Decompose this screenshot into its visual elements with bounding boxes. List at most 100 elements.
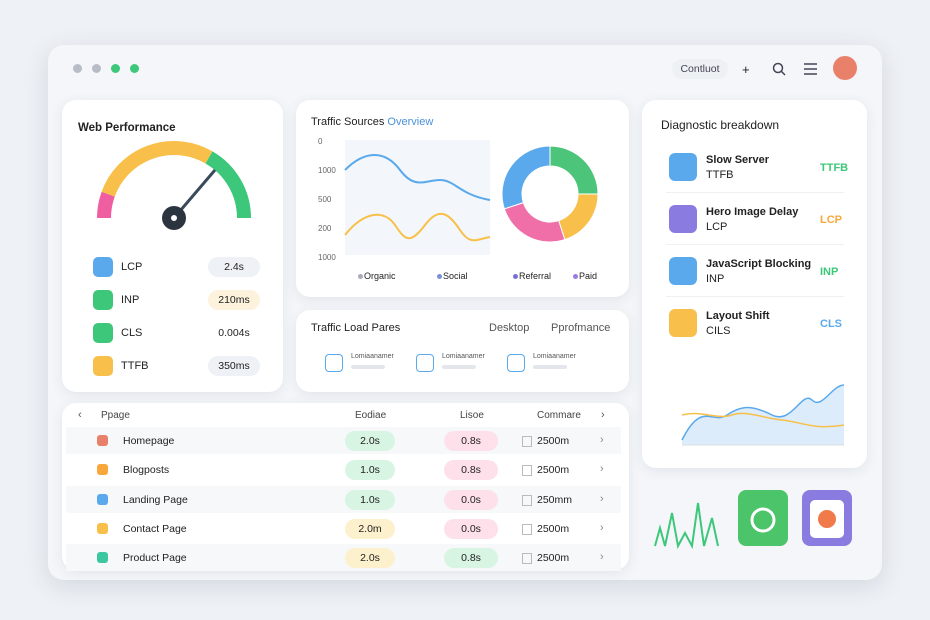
divider [666,296,844,297]
tab[interactable]: Desktop [489,322,530,334]
pill: 0.8s [444,548,498,569]
card-title: Traffic Sources [311,116,385,128]
chevron: › [601,409,605,421]
load-icon [507,354,525,372]
legend-dot [358,274,363,279]
diag-title: Slow Server [706,154,769,166]
load-bar [442,365,476,369]
pill: 0.8s [444,431,498,451]
diag-metric: INP [706,273,725,285]
diag-tag: INP [820,266,839,278]
row-bg [66,544,621,572]
page-name: Blogposts [123,464,170,477]
page-name: Homepage [123,435,175,447]
chevron: › [600,434,604,446]
row-bg [66,514,621,542]
cell: 2500m [537,464,570,477]
metric-icon [93,290,113,310]
diag-title: Hero Image Delay [706,206,799,218]
page-icon [97,522,108,534]
divider [666,244,844,245]
nav-button[interactable]: Contluot [672,59,728,79]
diag-tag: CLS [820,318,842,330]
load-label: Lomiaanamer [351,353,394,360]
cell: 250mm [537,493,573,506]
add-icon[interactable]: + [742,62,750,77]
donut-slice [503,202,566,243]
load-label: Lomiaanamer [442,353,485,360]
pill: 1.0s [345,489,395,510]
row-bg [66,427,621,454]
metric-name: TTFB [121,360,149,372]
metric-value: 0.004s [208,323,260,343]
chevron: › [600,551,604,564]
legend-dot [437,274,442,279]
load-bar [533,365,567,369]
cell: 2500m [537,552,570,565]
window-dot [73,64,82,73]
pill: 0.0s [444,489,498,510]
diag-tag: TTFB [820,162,849,174]
metric-value: 210ms [208,290,260,310]
diag-icon [669,257,697,285]
diag-title: Layout Shift [706,310,770,322]
load-icon [416,354,434,372]
page-icon [97,435,108,446]
page-name: Contact Page [123,522,187,535]
card-title: Web Performance [78,122,176,134]
y-label: 1000 [318,253,336,262]
diag-icon [669,153,697,181]
y-label: 0 [318,137,323,146]
page-name: Landing Page [123,493,188,506]
legend-dot [573,274,578,279]
diag-icon [669,309,697,337]
chevron: › [600,463,604,476]
y-label: 1000 [318,166,336,175]
page-icon [97,493,108,505]
metric-name: INP [121,294,140,306]
card-title: Diagnostic breakdown [661,118,780,132]
row-bg [66,456,621,484]
pill: 2.0m [345,518,395,539]
table-header: Ppage [101,410,130,421]
donut-slice [549,145,599,195]
cell: 2500m [537,522,570,535]
line-chart [344,140,491,255]
sparkline-chart [681,384,845,446]
pill: 0.8s [444,460,498,481]
donut-chart [501,145,599,243]
legend-dot [513,274,518,279]
load-icon [325,354,343,372]
window-dot [111,64,120,73]
illustration [654,490,852,550]
page-name: Product Page [123,552,187,565]
metric-value: 2.4s [208,257,260,277]
tab[interactable]: Pprofmance [551,322,611,334]
legend-label: Paid [579,271,598,281]
pill: 0.0s [444,518,498,539]
metric-value: 350ms [208,356,260,376]
chevron: ‹ [78,409,82,421]
cell: 2500m [537,435,570,447]
cell-icon [522,465,532,477]
cell-icon [522,553,532,565]
table-header: Lisoe [460,410,484,421]
window-dot [130,64,139,73]
traffic-load-card [296,310,629,392]
legend-label: Referral [519,271,552,281]
y-label: 500 [318,195,332,204]
load-bar [351,365,385,369]
diag-tag: LCP [820,214,842,226]
diag-metric: LCP [706,221,728,233]
page-icon [97,552,108,564]
metric-name: CLS [121,327,143,339]
menu-icon[interactable] [804,63,817,75]
avatar[interactable] [833,56,857,80]
y-label: 200 [318,224,332,233]
gauge [96,141,251,230]
row-bg [66,485,621,513]
load-label: Lomiaanamer [533,353,576,360]
search-icon[interactable] [772,62,786,76]
divider [666,192,844,193]
